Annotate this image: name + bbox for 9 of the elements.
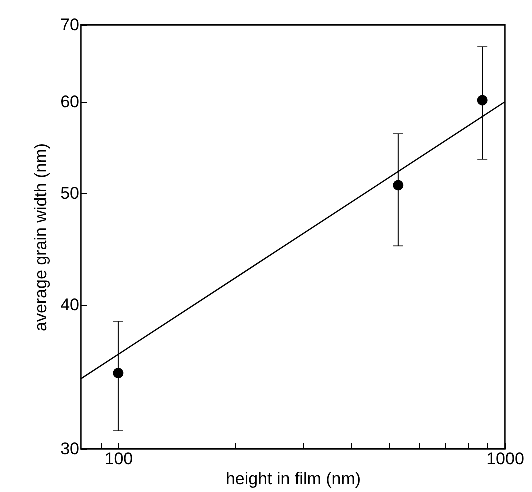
y-axis-title: average grain width (nm) [32, 143, 51, 332]
x-tick-label: 100 [104, 450, 134, 468]
x-tick-label: 1000 [486, 450, 524, 468]
x-axis-title: height in film (nm) [226, 470, 362, 488]
y-tick-label: 40 [60, 296, 80, 315]
y-tick-label: 30 [60, 440, 80, 458]
y-tick-label: 50 [60, 184, 80, 203]
y-tick-label: 60 [60, 92, 80, 112]
y-tick-label: 70 [60, 16, 80, 34]
